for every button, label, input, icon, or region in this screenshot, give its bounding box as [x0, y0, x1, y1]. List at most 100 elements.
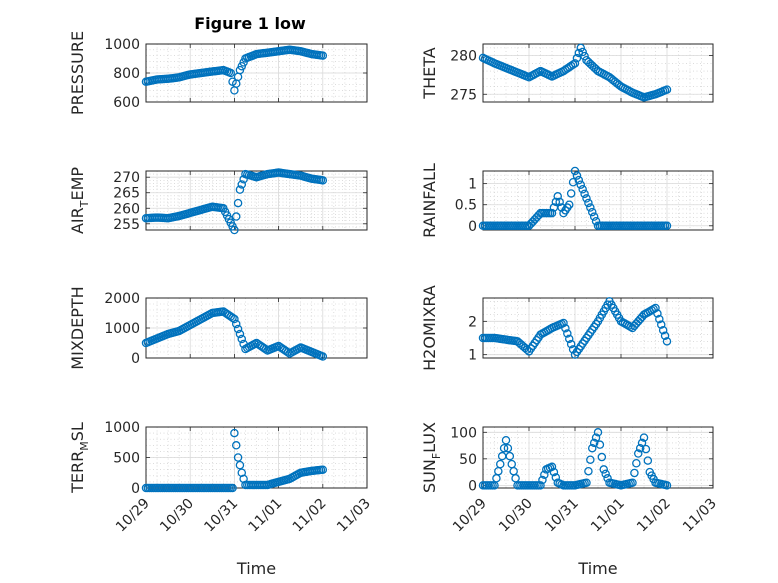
data-point [318, 352, 328, 361]
data-point [233, 324, 243, 334]
data-point [565, 200, 574, 209]
data-point [235, 460, 245, 470]
data-point [628, 478, 637, 487]
data-point [565, 334, 574, 344]
y-tick-label: 0 [468, 478, 477, 494]
data-point [634, 449, 643, 458]
data-point [551, 197, 561, 207]
series-markers [141, 45, 328, 95]
axes-border [145, 170, 368, 231]
axes-frame [482, 170, 714, 231]
data-point [662, 85, 672, 94]
data-point [568, 177, 578, 187]
y-tick-label: 0 [131, 481, 140, 497]
series-markers [478, 428, 672, 490]
subplot-sun: 0 50 100 10/29 10/30 10/31 11/01 11/02 11/03 SUNF… [420, 422, 720, 578]
data-point [588, 207, 597, 217]
data-point [570, 166, 580, 176]
y-tick-label: 0 [131, 351, 140, 367]
data-point [572, 53, 582, 63]
y-tick-label: 800 [113, 66, 140, 82]
data-point [632, 458, 641, 468]
subplot-theta: 275 280 THETA [420, 43, 714, 103]
data-point [235, 329, 245, 339]
data-point [578, 185, 587, 194]
y-tick-label: 500 [113, 451, 140, 467]
x-tick-label: 10/30 [157, 496, 197, 536]
data-point [657, 320, 666, 329]
data-point [559, 318, 568, 328]
data-point [549, 467, 559, 477]
x-tick-label: 11/02 [634, 496, 674, 536]
data-point [318, 465, 328, 474]
data-point [586, 203, 595, 212]
y-tick-label: 1 [468, 348, 477, 364]
data-point [547, 462, 557, 472]
data-point [228, 313, 237, 322]
data-point [318, 51, 328, 60]
data-point [578, 47, 587, 57]
x-tick-label: 11/01 [246, 496, 286, 536]
series-markers [141, 168, 328, 235]
y-tick-label: 265 [113, 186, 140, 202]
data-point [589, 212, 599, 221]
data-point [566, 339, 576, 349]
data-point [660, 331, 670, 341]
axes-border [482, 426, 714, 489]
series-markers [478, 43, 672, 102]
data-point [599, 465, 609, 474]
data-point [637, 438, 647, 448]
y-axis-label: RAINFALL [420, 163, 439, 238]
data-point [591, 433, 601, 442]
y-tick-label: 1000 [104, 420, 140, 436]
axes-border [482, 43, 714, 103]
data-point [499, 443, 509, 453]
data-point [231, 319, 241, 329]
data-point [653, 309, 662, 318]
data-point [635, 443, 645, 453]
y-tick-label: 1 [468, 177, 477, 193]
y-axis-label: MIXDEPTH [68, 286, 87, 369]
data-point [547, 208, 557, 218]
y-axis-label: TERRMSL [68, 422, 91, 494]
subplot-terr: 0 500 1000 10/29 10/30 10/31 11/01 11/02 11/03 TE… [68, 420, 374, 578]
data-point [580, 189, 589, 199]
y-tick-label: 0.5 [455, 198, 477, 214]
x-tick-label: 10/29 [113, 496, 153, 536]
series-markers [478, 297, 672, 359]
y-axis-label: SUNFLUX [420, 422, 443, 493]
x-tick-label: 10/31 [201, 496, 241, 536]
subplot-h2omixra: 1 2 H2OMIXRA [420, 285, 714, 371]
data-point [576, 180, 586, 189]
data-point [230, 428, 239, 438]
data-point [584, 198, 593, 208]
x-tick-label: 10/30 [496, 496, 536, 536]
y-tick-label: 100 [450, 425, 477, 441]
y-axis-label: AIRTEMP [68, 167, 91, 234]
data-point [237, 334, 247, 344]
data-point [555, 197, 564, 207]
y-tick-label: 255 [113, 217, 140, 233]
data-point [233, 198, 243, 208]
data-point [231, 212, 241, 221]
data-point [582, 194, 591, 203]
data-point [237, 180, 247, 189]
data-point [568, 60, 578, 69]
data-point [662, 221, 672, 231]
y-axis-label: H2OMIXRA [420, 285, 439, 371]
subplot-rainfall: 0 0.5 1 RAINFALL [420, 163, 714, 238]
y-tick-label: 275 [450, 87, 477, 103]
data-point [588, 443, 597, 453]
y-tick-label: 2000 [104, 291, 140, 307]
data-point [639, 433, 649, 442]
x-tick-label: 10/29 [450, 496, 490, 536]
data-point [662, 481, 672, 490]
series-markers [141, 428, 328, 493]
data-point [505, 451, 515, 461]
y-tick-label: 270 [113, 170, 140, 186]
data-point [572, 171, 582, 180]
data-point [230, 225, 239, 235]
